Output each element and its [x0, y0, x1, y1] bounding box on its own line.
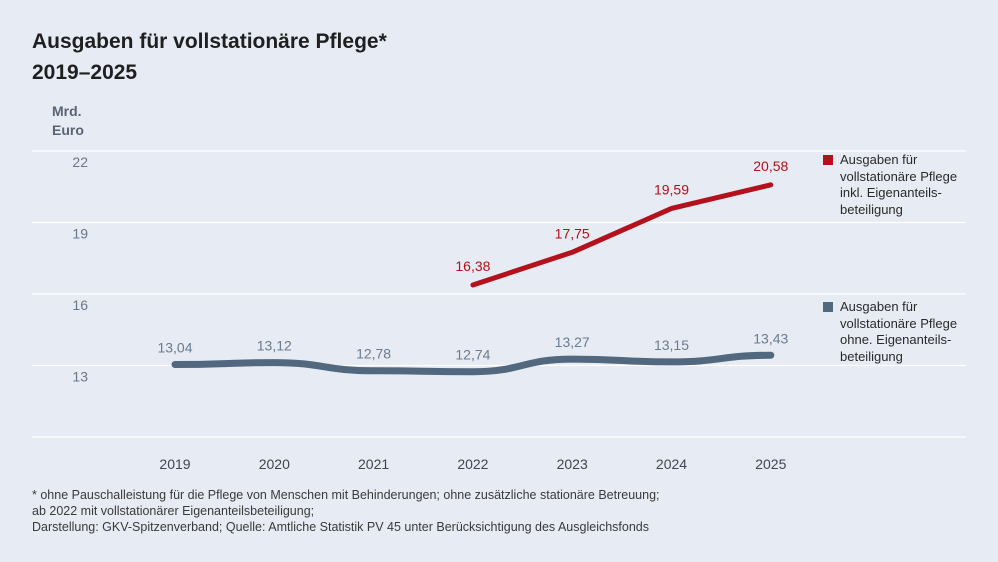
x-tick-label: 2019	[159, 456, 190, 472]
x-tick-label: 2020	[259, 456, 290, 472]
footnote-line3: Darstellung: GKV-Spitzenverband; Quelle:…	[32, 520, 649, 534]
y-axis-unit-line1: Mrd.	[52, 103, 82, 119]
chart-title: Ausgaben für vollstationäre Pflege* 2019…	[32, 26, 387, 88]
series-excl-data-label: 13,04	[157, 340, 192, 356]
y-tick-label: 19	[72, 226, 88, 242]
x-tick-label: 2022	[457, 456, 488, 472]
series-excl-data-label: 13,43	[753, 330, 788, 346]
y-tick-label: 16	[72, 297, 88, 313]
series-incl-data-label: 16,38	[455, 258, 490, 274]
series-excl-data-label: 13,15	[654, 337, 689, 353]
footnote-line2: ab 2022 mit vollstationärer Eigenanteils…	[32, 504, 315, 518]
series-excl-data-label: 12,74	[455, 347, 490, 363]
series-incl-data-label: 19,59	[654, 181, 689, 197]
x-tick-label: 2025	[755, 456, 786, 472]
x-tick-label: 2023	[557, 456, 588, 472]
legend-label-excl: Ausgaben für vollstationäre Pflege ohne.…	[840, 299, 958, 364]
footnote-line1: * ohne Pauschalleistung für die Pflege v…	[32, 488, 660, 502]
legend-label-incl: Ausgaben für vollstationäre Pflege inkl.…	[840, 152, 958, 217]
series-incl-data-label: 20,58	[753, 158, 788, 174]
series-incl-data-label: 17,75	[555, 225, 590, 241]
footnote: * ohne Pauschalleistung für die Pflege v…	[32, 487, 660, 535]
x-tick-label: 2021	[358, 456, 389, 472]
series-excl-data-label: 13,27	[555, 334, 590, 350]
legend-swatch-excl	[823, 302, 833, 312]
series-excl-data-label: 12,78	[356, 346, 391, 362]
series-excl-data-label: 13,12	[257, 338, 292, 354]
y-axis-unit: Mrd. Euro	[52, 102, 84, 140]
legend-item-excl: Ausgaben für vollstationäre Pflege ohne.…	[823, 299, 993, 365]
legend-item-incl: Ausgaben für vollstationäre Pflege inkl.…	[823, 152, 993, 218]
x-tick-label: 2024	[656, 456, 687, 472]
y-tick-label: 13	[72, 369, 88, 385]
chart-title-line1: Ausgaben für vollstationäre Pflege*	[32, 30, 387, 53]
y-axis-unit-line2: Euro	[52, 122, 84, 138]
series-excl-line	[171, 351, 775, 376]
legend-swatch-incl	[823, 155, 833, 165]
chart-title-line2: 2019–2025	[32, 61, 138, 84]
series-incl-line	[470, 182, 774, 288]
y-tick-label: 22	[72, 154, 88, 170]
